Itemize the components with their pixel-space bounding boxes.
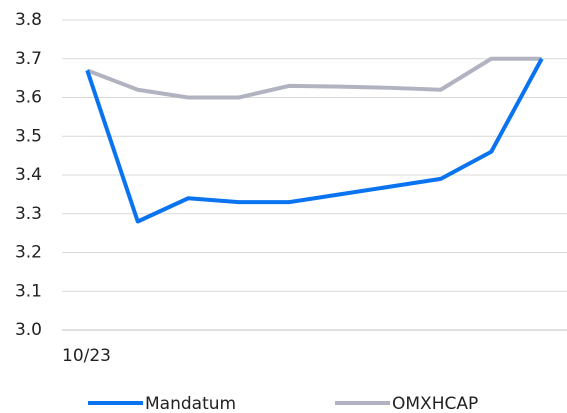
y-tick-label: 3.5 bbox=[15, 126, 42, 146]
y-tick-label: 3.0 bbox=[15, 320, 42, 340]
line-series bbox=[85, 57, 544, 224]
line-series bbox=[86, 56, 542, 100]
x-tick-label: 10/23 bbox=[62, 346, 111, 366]
legend-label: OMXHCAP bbox=[392, 394, 478, 413]
y-tick-label: 3.1 bbox=[15, 281, 42, 301]
y-tick-label: 3.7 bbox=[15, 49, 42, 69]
y-tick-label: 3.4 bbox=[15, 165, 42, 185]
y-tick-label: 3.2 bbox=[15, 243, 42, 263]
y-tick-label: 3.3 bbox=[15, 204, 42, 224]
y-tick-label: 3.6 bbox=[15, 88, 42, 108]
legend-label: Mandatum bbox=[145, 394, 236, 413]
y-tick-label: 3.8 bbox=[15, 10, 42, 30]
